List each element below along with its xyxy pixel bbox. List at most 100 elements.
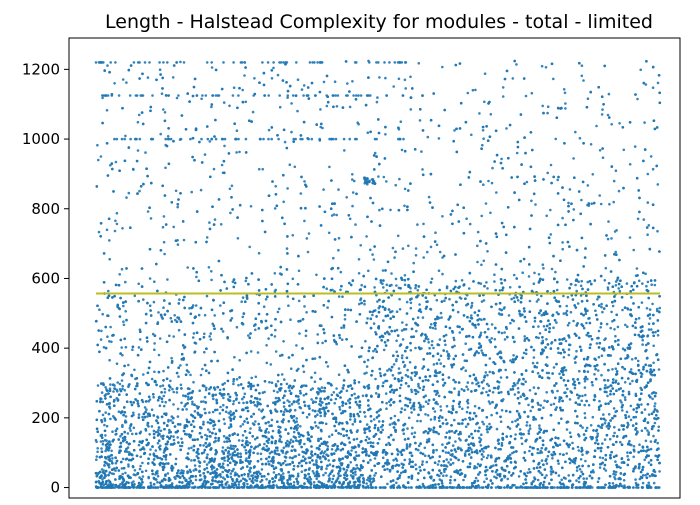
scatter-point bbox=[333, 80, 337, 83]
scatter-point bbox=[482, 137, 485, 140]
scatter-point bbox=[133, 368, 136, 372]
scatter-point bbox=[271, 480, 275, 484]
scatter-point bbox=[144, 469, 148, 473]
scatter-point bbox=[385, 289, 389, 292]
scatter-point bbox=[204, 388, 208, 392]
scatter-point bbox=[414, 247, 418, 250]
scatter-point bbox=[213, 457, 217, 461]
scatter-point bbox=[598, 194, 601, 197]
scatter-point bbox=[432, 363, 436, 366]
scatter-point bbox=[267, 128, 271, 132]
scatter-point bbox=[202, 420, 205, 424]
scatter-point bbox=[541, 263, 545, 267]
scatter-point bbox=[148, 304, 152, 308]
scatter-point bbox=[239, 452, 242, 456]
scatter-point bbox=[583, 416, 587, 420]
scatter-point bbox=[642, 218, 646, 221]
scatter-point bbox=[507, 314, 511, 317]
scatter-point bbox=[124, 415, 128, 418]
scatter-point bbox=[324, 422, 328, 426]
scatter-point bbox=[310, 398, 313, 401]
scatter-point bbox=[409, 349, 413, 352]
scatter-point bbox=[208, 140, 212, 143]
scatter-point bbox=[487, 179, 490, 183]
scatter-point bbox=[565, 304, 568, 308]
scatter-point bbox=[199, 188, 203, 192]
scatter-point bbox=[176, 436, 179, 439]
scatter-point bbox=[264, 298, 268, 301]
scatter-point bbox=[274, 384, 278, 388]
scatter-point bbox=[384, 392, 388, 395]
scatter-point bbox=[303, 219, 306, 223]
scatter-point bbox=[621, 409, 624, 412]
scatter-point bbox=[383, 373, 387, 376]
scatter-point bbox=[653, 402, 657, 405]
scatter-point bbox=[283, 410, 286, 414]
scatter-point bbox=[204, 433, 207, 437]
scatter-point bbox=[490, 323, 494, 326]
scatter-point bbox=[243, 74, 246, 77]
scatter-point bbox=[241, 315, 245, 319]
scatter-point bbox=[568, 188, 572, 191]
scatter-point bbox=[187, 447, 191, 450]
scatter-point bbox=[486, 373, 489, 377]
scatter-point bbox=[322, 473, 325, 477]
scatter-point bbox=[257, 408, 261, 411]
scatter-point bbox=[651, 397, 654, 401]
scatter-point bbox=[653, 405, 656, 408]
scatter-point bbox=[643, 121, 646, 124]
scatter-point bbox=[131, 348, 134, 352]
scatter-point bbox=[414, 463, 417, 467]
scatter-point bbox=[377, 420, 381, 423]
scatter-point bbox=[235, 151, 238, 154]
scatter-point bbox=[253, 437, 257, 441]
scatter-point bbox=[598, 399, 601, 403]
scatter-point bbox=[528, 445, 532, 449]
scatter-point bbox=[388, 400, 391, 404]
scatter-point bbox=[621, 308, 624, 312]
scatter-point bbox=[614, 334, 617, 338]
scatter-point bbox=[218, 388, 222, 392]
scatter-point bbox=[475, 466, 479, 469]
scatter-point bbox=[652, 344, 655, 348]
scatter-point bbox=[538, 332, 542, 335]
scatter-point bbox=[482, 183, 485, 186]
scatter-point bbox=[516, 387, 520, 390]
scatter-point bbox=[590, 202, 593, 205]
scatter-point bbox=[471, 381, 474, 385]
scatter-point bbox=[206, 453, 209, 456]
scatter-point bbox=[558, 400, 561, 403]
scatter-point bbox=[192, 332, 196, 335]
scatter-point bbox=[655, 307, 659, 311]
scatter-point bbox=[546, 399, 549, 403]
scatter-point bbox=[483, 100, 486, 104]
scatter-point bbox=[328, 165, 331, 169]
scatter-point bbox=[416, 478, 420, 482]
scatter-point bbox=[113, 229, 117, 233]
scatter-point bbox=[276, 310, 280, 314]
scatter-point bbox=[268, 424, 271, 428]
scatter-point bbox=[294, 455, 298, 458]
scatter-point bbox=[546, 111, 549, 115]
scatter-point bbox=[478, 436, 481, 440]
scatter-point bbox=[580, 399, 583, 403]
scatter-point bbox=[439, 362, 443, 365]
scatter-point bbox=[656, 334, 660, 337]
scatter-point bbox=[148, 433, 151, 436]
scatter-point bbox=[107, 465, 111, 469]
scatter-point bbox=[223, 382, 226, 385]
scatter-point bbox=[354, 450, 358, 454]
scatter-point bbox=[382, 286, 385, 289]
scatter-point bbox=[255, 479, 259, 483]
scatter-point bbox=[430, 277, 434, 281]
scatter-point bbox=[624, 323, 627, 327]
scatter-point bbox=[533, 319, 537, 323]
scatter-point bbox=[127, 363, 130, 367]
scatter-point bbox=[429, 418, 433, 421]
scatter-point bbox=[221, 446, 225, 449]
scatter-point bbox=[599, 449, 603, 453]
scatter-point bbox=[478, 112, 481, 115]
scatter-point bbox=[601, 442, 604, 445]
scatter-point bbox=[575, 469, 579, 472]
scatter-point bbox=[281, 396, 285, 400]
